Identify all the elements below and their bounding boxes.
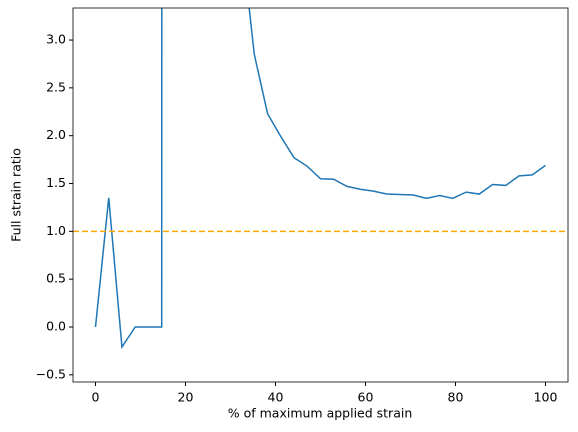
x-tick-label: 20 [178,390,194,405]
y-tick-label: 0.5 [46,271,66,286]
x-tick-label: 40 [268,390,284,405]
y-tick-label: 0.0 [46,319,66,334]
y-tick-label: 2.5 [46,79,66,94]
x-tick-label: 80 [448,390,464,405]
x-axis-label: % of maximum applied strain [228,406,413,421]
y-tick-label: 3.0 [46,32,66,47]
y-tick-label: 2.0 [46,127,66,142]
y-tick-label: 1.0 [46,223,66,238]
x-tick-label: 60 [358,390,374,405]
data-line [94,8,546,350]
x-tick-label: 0 [92,390,100,405]
y-axis-label: Full strain ratio [9,148,24,242]
plot-frame [72,7,569,383]
y-tick-label: −0.5 [36,366,66,381]
x-tick-label: 100 [534,390,558,405]
y-tick-label: 1.5 [46,175,66,190]
